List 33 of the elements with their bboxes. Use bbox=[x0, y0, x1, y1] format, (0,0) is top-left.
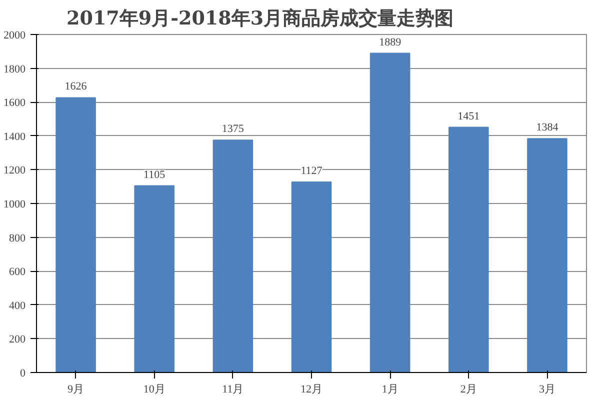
y-tick-label: 1200 bbox=[4, 164, 26, 177]
bar bbox=[527, 138, 568, 372]
y-tick-label: 1000 bbox=[4, 198, 26, 210]
y-tick-label: 800 bbox=[9, 232, 26, 244]
y-tick-label: 2000 bbox=[4, 30, 26, 42]
y-tick-label: 0 bbox=[20, 368, 26, 380]
y-tick-label: 200 bbox=[9, 334, 26, 346]
data-label: 1105 bbox=[144, 168, 166, 181]
y-tick-label: 1800 bbox=[4, 63, 26, 76]
data-label: 1375 bbox=[222, 123, 244, 136]
data-label: 1889 bbox=[379, 36, 402, 48]
bar bbox=[56, 97, 96, 372]
x-tick-label: 2月 bbox=[460, 384, 477, 396]
bar bbox=[134, 185, 174, 372]
x-tick-label: 1月 bbox=[382, 384, 398, 396]
bar bbox=[212, 140, 254, 372]
data-label: 1451 bbox=[458, 110, 480, 122]
data-label: 1127 bbox=[300, 165, 323, 178]
data-label: 1626 bbox=[64, 80, 88, 93]
bar bbox=[370, 52, 410, 372]
x-tick-label: 9月 bbox=[68, 384, 84, 396]
x-tick-label: 11月 bbox=[222, 384, 244, 396]
y-tick-label: 1400 bbox=[4, 130, 26, 143]
y-tick-label: 600 bbox=[9, 266, 26, 278]
x-tick-label: 12月 bbox=[300, 384, 322, 396]
chart-title: 2017年9月-2018年3月商品房成交量走势图 bbox=[66, 8, 454, 30]
data-label: 1384 bbox=[536, 122, 559, 134]
x-tick-label: 10月 bbox=[143, 384, 166, 396]
bar bbox=[291, 182, 332, 372]
bar bbox=[448, 126, 489, 372]
y-tick-label: 400 bbox=[9, 300, 26, 312]
y-tick-label: 1600 bbox=[4, 97, 26, 110]
x-tick-label: 3月 bbox=[538, 384, 556, 396]
